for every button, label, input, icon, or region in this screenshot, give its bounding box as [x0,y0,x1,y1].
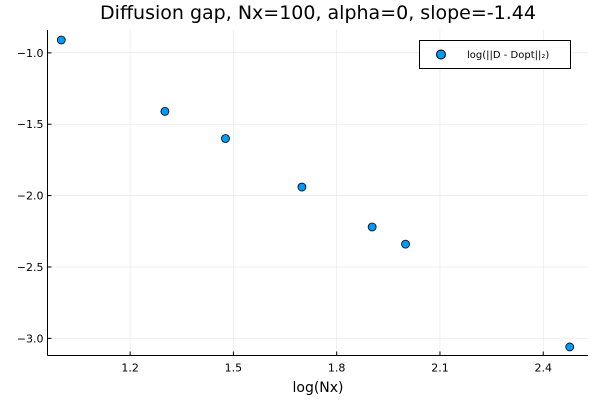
axes [47,30,588,356]
x-ticks: 1.2 1.5 1.8 2.1 2.4 [121,351,552,375]
legend-label: log(||D - Dopt||₂) [467,50,549,61]
x-axis-label: log(Nx) [292,380,343,396]
data-point [565,342,575,352]
legend: log(||D - Dopt||₂) [419,40,571,69]
y-tick-label: −3.0 [17,332,44,345]
y-tick-label: −1.5 [17,118,44,131]
data-point [297,182,307,192]
legend-marker [436,49,446,60]
x-tick-label: 1.8 [328,362,346,375]
x-tick-label: 2.1 [431,362,449,375]
x-tick-label: 1.2 [121,362,139,375]
data-point [221,134,230,143]
y-tick-label: −1.0 [17,47,44,60]
data-point [367,222,377,232]
data-point [160,106,170,116]
y-ticks: −1.0 −1.5 −2.0 −2.5 −3.0 [17,47,52,345]
x-tick-label: 2.4 [534,362,552,375]
y-tick-label: −2.0 [17,190,44,203]
x-tick-label: 1.5 [225,362,243,375]
grid [47,30,588,356]
data-point [401,239,410,249]
data-point [56,35,66,45]
chart-title: Diffusion gap, Nx=100, alpha=0, slope=-1… [100,2,536,24]
data-points [56,35,575,352]
y-tick-label: −2.5 [17,261,44,274]
